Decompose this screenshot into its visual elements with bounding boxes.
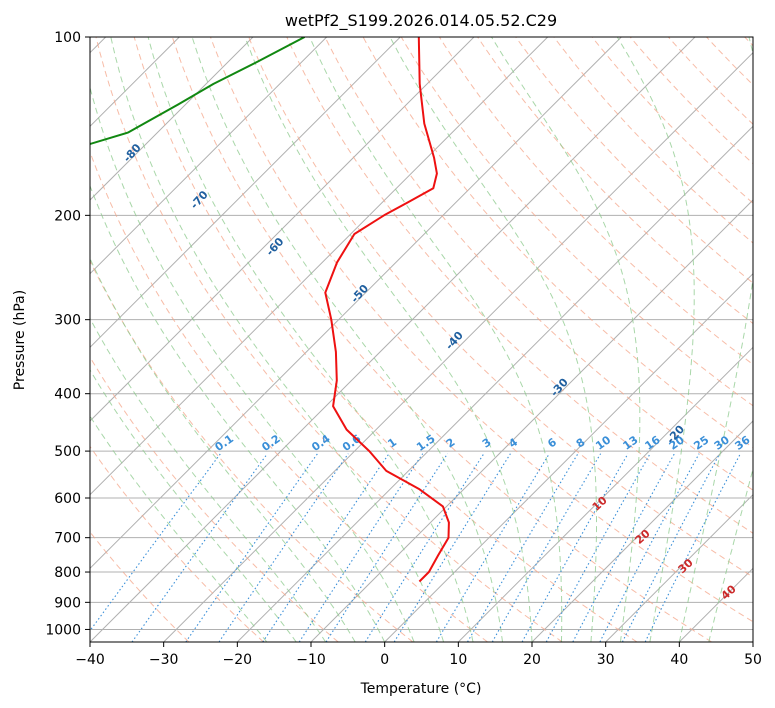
dry-adiabat-line xyxy=(324,37,753,491)
profile-series xyxy=(90,37,450,583)
moist-adiabat-line xyxy=(389,37,597,642)
mixing-ratio-line xyxy=(621,453,721,642)
y-tick-label: 500 xyxy=(54,444,81,460)
temperature-profile-line xyxy=(324,37,450,583)
mixing-ratio-line xyxy=(467,453,579,642)
isotherm-line xyxy=(90,37,549,496)
mixing-ratio-line xyxy=(364,453,485,642)
moist-adiabat-line xyxy=(110,37,445,642)
mixing-ratio-line xyxy=(262,453,390,642)
moist-adiabats xyxy=(90,37,753,642)
moist-adiabat-line xyxy=(90,257,356,642)
isotherm-line xyxy=(90,37,401,349)
dry-adiabat-line xyxy=(248,37,753,578)
moist-adiabat-line xyxy=(708,467,753,642)
mixing-ratio-line xyxy=(131,453,268,642)
isotherm-line xyxy=(605,493,753,642)
y-tick-label: 1000 xyxy=(45,622,81,638)
moist-adiabat-line xyxy=(491,37,641,642)
y-tick-label: 300 xyxy=(54,313,81,329)
x-tick-label: −20 xyxy=(223,652,253,668)
x-tick-label: 30 xyxy=(597,652,615,668)
moist-adiabat-line xyxy=(678,37,753,642)
y-tick-label: 200 xyxy=(54,208,81,224)
mixing-ratio-line xyxy=(90,453,221,632)
moist-adiabat-line xyxy=(244,37,533,642)
x-axis-title: Temperature (°C) xyxy=(360,681,482,697)
x-tick-label: 0 xyxy=(380,652,389,668)
isotherm-line xyxy=(236,125,753,642)
dry-adiabat-line xyxy=(90,445,264,642)
dry-adiabat-line xyxy=(477,37,753,325)
dry-adiabat-line xyxy=(171,37,712,642)
dry-adiabat-line xyxy=(400,37,753,407)
isobar-gridlines xyxy=(90,37,753,630)
mixing-ratio-line xyxy=(435,453,550,642)
dry-adiabat-line xyxy=(515,37,753,284)
isotherm-line xyxy=(90,37,696,642)
y-tick-label: 700 xyxy=(54,531,81,547)
y-tick-label: 900 xyxy=(54,595,81,611)
dry-adiabat-line xyxy=(210,37,753,623)
y-axis-title: Pressure (hPa) xyxy=(12,290,28,390)
x-axis-ticks: −40 −30 −20 −10 0 10 20 30 40 50 xyxy=(75,642,762,668)
plot-frame xyxy=(89,36,754,643)
dry-adiabats xyxy=(90,37,753,642)
isotherm-line xyxy=(384,272,753,642)
moist-adiabat-line xyxy=(616,37,695,642)
isotherm-line xyxy=(90,37,475,422)
mixing-ratio-line xyxy=(393,453,511,642)
isotherm-line xyxy=(90,37,328,275)
dry-adiabat-line xyxy=(95,37,563,642)
y-tick-label: 400 xyxy=(54,387,81,403)
dry-adiabat-line xyxy=(362,37,753,449)
moist-adiabat-line xyxy=(90,415,268,642)
moist-adiabat-line xyxy=(309,37,563,642)
x-tick-label: 10 xyxy=(449,652,467,668)
moist-adiabat-line xyxy=(147,37,474,642)
isotherm-line xyxy=(90,37,622,570)
x-tick-label: 50 xyxy=(744,652,762,668)
mixing-ratio-line xyxy=(599,453,700,642)
dry-adiabat-line xyxy=(629,37,753,165)
isotherm-line xyxy=(90,37,254,201)
x-tick-label: 40 xyxy=(670,652,688,668)
moist-adiabat-line xyxy=(90,85,415,642)
y-axis-ticks: 100 200 300 400 500 600 700 800 900 1000 xyxy=(45,30,90,638)
y-tick-label: 600 xyxy=(54,491,81,507)
x-tick-label: −40 xyxy=(75,652,105,668)
mixing-ratio-lines xyxy=(90,453,741,642)
x-tick-label: 20 xyxy=(523,652,541,668)
mixing-ratio-line xyxy=(491,453,602,642)
y-tick-label: 100 xyxy=(54,30,81,46)
dry-adiabat-line xyxy=(591,37,753,204)
mixing-ratio-line xyxy=(325,453,449,642)
x-tick-label: −10 xyxy=(296,652,326,668)
mixing-ratio-line xyxy=(644,453,741,642)
chart-title: wetPf2_S199.2026.014.05.52.C29 xyxy=(285,11,557,31)
moist-adiabat-line xyxy=(90,369,297,642)
moist-adiabat-line xyxy=(90,184,386,642)
dry-adiabat-line xyxy=(133,37,638,642)
plot-area: 0.10.20.40.611.52346810131620253036-100-… xyxy=(90,37,753,642)
moist-adiabat-line xyxy=(191,37,503,642)
x-tick-label: −30 xyxy=(149,652,179,668)
y-tick-label: 800 xyxy=(54,565,81,581)
moist-adiabat-line xyxy=(90,317,327,642)
mixing-ratio-line xyxy=(298,453,424,642)
